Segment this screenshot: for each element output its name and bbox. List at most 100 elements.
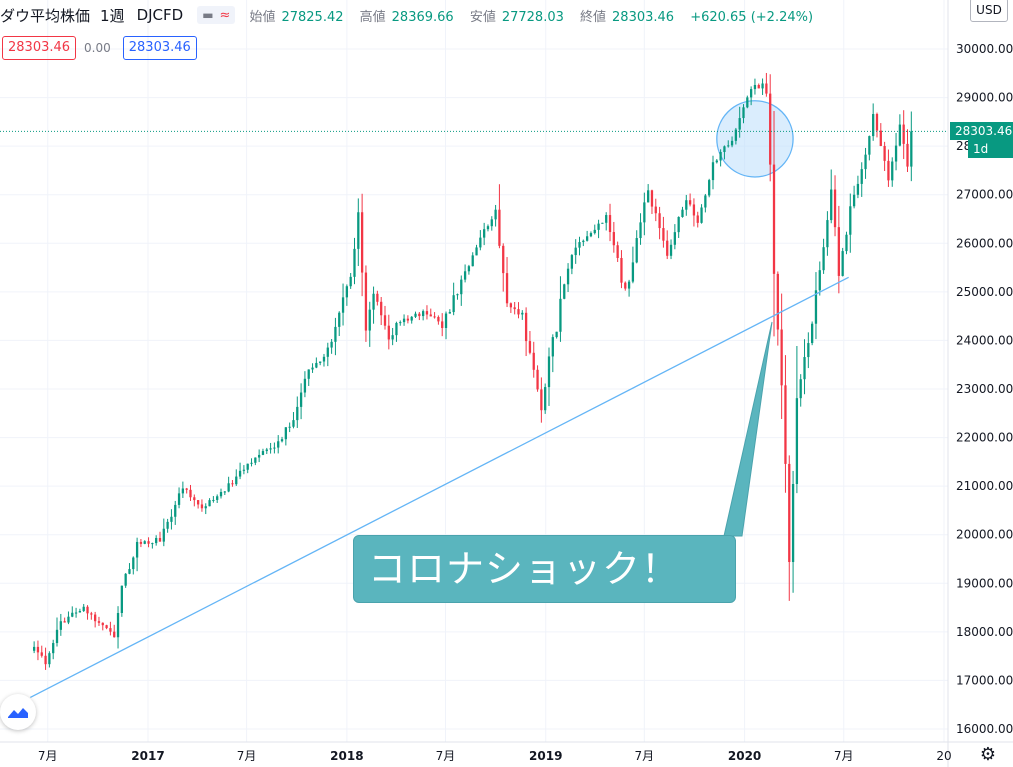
price-tick-label: 29000.00	[956, 91, 1013, 105]
candle-body	[727, 145, 730, 147]
candle-body	[551, 337, 554, 357]
highlight-circle	[716, 100, 794, 178]
symbol-title[interactable]: ダウ平均株価	[0, 6, 91, 25]
candle-body	[647, 190, 650, 203]
candle-body	[235, 476, 238, 485]
candle-body	[784, 385, 787, 464]
candle-body	[303, 378, 307, 393]
candle-body	[109, 628, 112, 632]
candle-body	[669, 244, 673, 256]
candle-body	[349, 276, 352, 287]
candle-body	[97, 621, 101, 623]
candle-body	[200, 504, 204, 509]
change-value: +620.65 (+2.24%)	[690, 9, 814, 25]
candle-body	[795, 398, 799, 485]
candle-body	[681, 209, 684, 217]
candle-body	[410, 316, 413, 321]
candle-body	[345, 286, 349, 298]
candle-body	[467, 266, 471, 272]
candle-body	[86, 606, 89, 614]
candle-body	[334, 326, 337, 342]
time-tick-label: 7月	[38, 749, 58, 763]
candle-body	[269, 448, 272, 450]
candle-body	[509, 303, 513, 308]
candle-body	[544, 387, 547, 411]
high-value: 28369.66	[391, 9, 454, 25]
candle-body	[818, 270, 821, 291]
price-tick-label: 25000.00	[956, 285, 1013, 299]
candle-body	[52, 643, 55, 654]
currency-button[interactable]: USD	[970, 0, 1008, 22]
candle-body	[429, 314, 432, 317]
candle-body	[227, 483, 230, 492]
candle-body	[700, 207, 703, 223]
chart-header: ダウ平均株価 1週 DJCFD ▬ ≈ 始値 27825.42 高値 28369.6…	[0, 4, 819, 26]
candle-body	[254, 457, 257, 463]
low-value: 27728.03	[501, 9, 564, 25]
buy-price-button[interactable]: 28303.46	[122, 36, 197, 60]
candle-body	[105, 625, 108, 629]
candle-body	[723, 146, 726, 153]
candle-body	[833, 189, 837, 228]
candle-body	[883, 146, 886, 161]
candle-body	[330, 341, 333, 348]
candle-body	[841, 251, 844, 276]
price-axis[interactable]: 30000.0029000.0028000.0027000.0026000.00…	[956, 42, 1013, 736]
candle-body	[811, 323, 814, 344]
candle-body	[402, 318, 406, 323]
candle-body	[71, 612, 74, 617]
candle-body	[284, 427, 287, 440]
exchange-label: DJCFD	[136, 6, 184, 24]
spread-value: 0.00	[84, 41, 111, 55]
candle-body	[513, 307, 516, 310]
open-value: 27825.42	[281, 9, 344, 25]
candle-body	[433, 316, 436, 318]
candle-body	[406, 318, 410, 321]
candle-body	[730, 140, 734, 146]
candle-body	[879, 130, 882, 147]
candle-body	[242, 469, 246, 471]
candle-body	[605, 215, 608, 223]
candle-body	[532, 352, 535, 370]
candle-body	[650, 190, 654, 207]
candle-body	[216, 496, 219, 500]
candle-body	[597, 223, 600, 230]
candle-body	[845, 234, 848, 252]
candle-body	[910, 131, 913, 167]
candle-body	[483, 229, 486, 238]
time-axis[interactable]: 7月 2017 7月 2018 7月 2019 7月 2020 7月 20	[38, 749, 952, 763]
interval-label[interactable]: 1週	[100, 6, 125, 25]
sell-price-button[interactable]: 28303.46	[2, 36, 77, 60]
candle-body	[219, 491, 223, 497]
candle-body	[174, 504, 177, 517]
time-tick-label: 2018	[330, 749, 363, 763]
price-tick-label: 16000.00	[956, 722, 1013, 736]
candle-body	[391, 335, 394, 340]
tradingview-logo-icon[interactable]	[0, 694, 36, 730]
gear-icon[interactable]: ⚙	[979, 744, 997, 765]
candle-body	[177, 493, 181, 505]
candle-body	[494, 209, 497, 220]
candle-body	[582, 240, 585, 243]
price-tick-label: 27000.00	[956, 188, 1013, 202]
annotation-callout[interactable]: コロナショック！	[353, 535, 736, 603]
candle-body	[868, 136, 871, 155]
candle-body	[448, 312, 451, 314]
candle-body	[666, 240, 669, 256]
time-tick-label: 7月	[834, 749, 854, 763]
trend-line[interactable]	[30, 276, 849, 699]
candle-body	[231, 483, 234, 485]
indicator-toggle-button[interactable]: ▬ ≈	[197, 6, 236, 24]
candle-body	[631, 262, 635, 282]
candle-body	[162, 528, 165, 542]
candle-body	[299, 392, 303, 407]
candle-body	[891, 161, 894, 181]
candle-body	[341, 297, 345, 313]
candle-body	[425, 311, 429, 315]
candle-body	[238, 470, 242, 477]
candle-body	[719, 152, 722, 161]
candle-body	[372, 293, 375, 310]
time-tick-label: 2019	[529, 749, 562, 763]
candle-body	[662, 228, 665, 241]
